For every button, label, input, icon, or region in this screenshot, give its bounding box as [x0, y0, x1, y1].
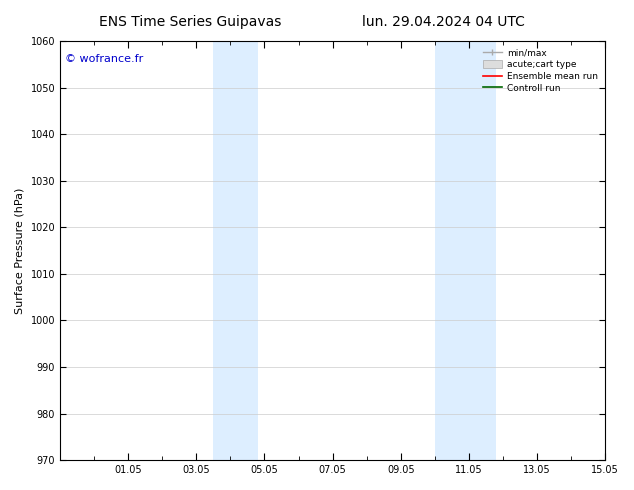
- Bar: [230, 41, 257, 460]
- Text: ENS Time Series Guipavas: ENS Time Series Guipavas: [99, 15, 281, 29]
- Bar: [435, 41, 452, 460]
- Bar: [452, 41, 496, 460]
- Legend: min/max, acute;cart type, Ensemble mean run, Controll run: min/max, acute;cart type, Ensemble mean …: [480, 46, 600, 96]
- Text: lun. 29.04.2024 04 UTC: lun. 29.04.2024 04 UTC: [363, 15, 525, 29]
- Bar: [214, 41, 230, 460]
- Text: © wofrance.fr: © wofrance.fr: [65, 53, 144, 64]
- Y-axis label: Surface Pressure (hPa): Surface Pressure (hPa): [15, 187, 25, 314]
